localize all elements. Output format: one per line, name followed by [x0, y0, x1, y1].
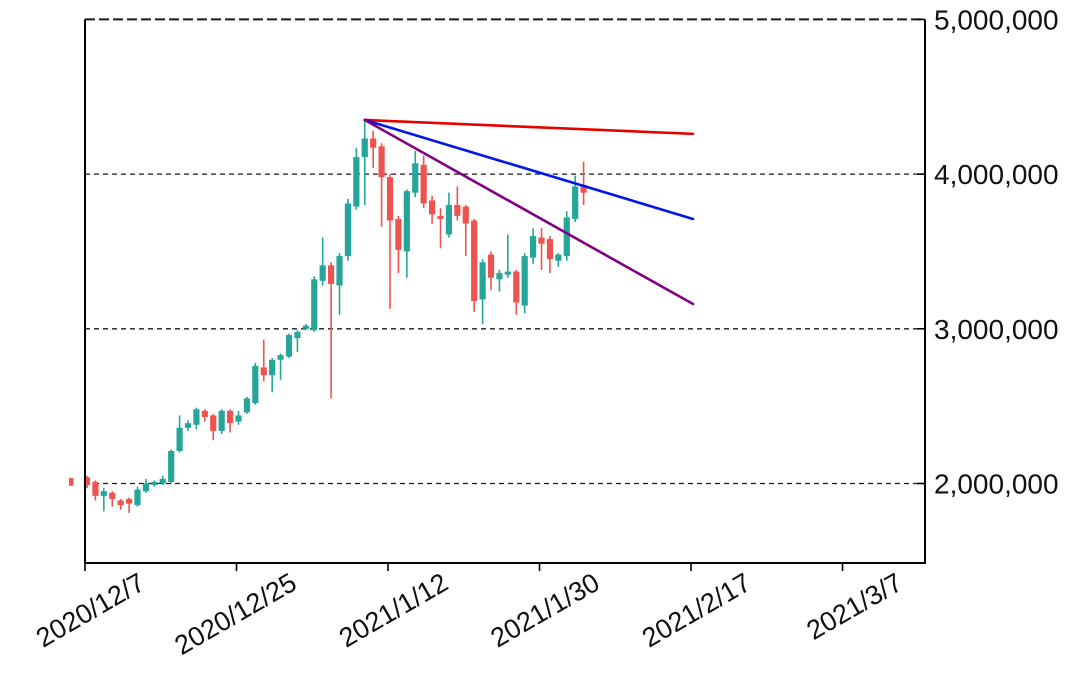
candle-body-55: [546, 239, 554, 260]
candle-body-0: [83, 477, 91, 486]
candle-body-43: [445, 205, 453, 235]
candle-body-19: [243, 398, 251, 413]
candle-body-35: [378, 146, 385, 178]
candle-body-45: [462, 206, 469, 224]
y-tick-label-3000000: 3,000,000: [934, 314, 1059, 345]
candle-body-39: [412, 163, 419, 193]
candle-body-13: [193, 409, 200, 425]
y-tick-label-2000000: 2,000,000: [934, 469, 1059, 500]
candle-body-40: [420, 164, 427, 204]
candle-body-16: [218, 410, 225, 431]
candle-body-17: [226, 410, 234, 424]
candle-body-36: [386, 177, 394, 221]
candle-body-48: [487, 254, 495, 278]
fan-line-upper: [363, 118, 695, 136]
candle-body-25: [294, 331, 301, 339]
candle-body-11: [176, 427, 183, 452]
candle-body-3: [109, 492, 116, 499]
candle-body-24: [285, 334, 293, 357]
candle-body-14: [201, 410, 208, 417]
candle-body-49: [496, 273, 503, 280]
candle-body-5: [125, 498, 133, 504]
y-tick-label-4000000: 4,000,000: [934, 159, 1059, 190]
candle-body-12: [184, 423, 192, 428]
candle-body-18: [235, 415, 242, 422]
candle-body-32: [353, 157, 360, 207]
candle-body-52: [521, 256, 528, 306]
candle-body-41: [428, 200, 436, 215]
candle-body-31: [344, 203, 352, 257]
candle-body-7: [142, 483, 150, 492]
candle-body-26: [302, 325, 309, 329]
candle-body-4: [117, 500, 124, 506]
candle-body-22: [269, 359, 276, 376]
candle-body-15: [210, 415, 217, 431]
candle-body-51: [513, 271, 520, 303]
candle-body-34: [370, 138, 377, 148]
off-axis-candle-fragment: [69, 478, 74, 486]
y-tick-label-5000000: 5,000,000: [934, 4, 1059, 35]
candle-body-50: [504, 271, 511, 275]
candle-body-46: [471, 220, 478, 301]
candle-body-53: [530, 235, 537, 258]
candle-body-29: [327, 265, 335, 284]
candle-body-42: [437, 215, 444, 219]
fan-line-lower: [363, 118, 695, 306]
candle-body-1: [92, 481, 99, 496]
candle-body-38: [403, 191, 410, 252]
candle-body-27: [311, 279, 318, 331]
candle-body-59: [580, 184, 587, 193]
candle-body-21: [260, 367, 267, 376]
candle-body-37: [395, 218, 402, 250]
candle-body-58: [572, 186, 579, 219]
candle-body-6: [134, 489, 141, 506]
candle-body-2: [100, 491, 107, 496]
candle-body-9: [159, 478, 166, 484]
candle-body-30: [336, 256, 343, 286]
fan-line-middle: [363, 118, 695, 221]
candle-body-28: [319, 265, 326, 281]
candle-body-33: [361, 138, 368, 158]
candle-body-44: [454, 205, 461, 216]
candle-body-20: [252, 365, 259, 404]
candle-body-8: [151, 481, 158, 486]
candle-body-56: [555, 254, 562, 261]
candle-body-54: [538, 237, 545, 244]
candle-body-23: [277, 355, 284, 360]
candle-body-57: [563, 217, 570, 257]
candle-body-47: [479, 262, 486, 300]
candle-body-10: [168, 451, 175, 482]
